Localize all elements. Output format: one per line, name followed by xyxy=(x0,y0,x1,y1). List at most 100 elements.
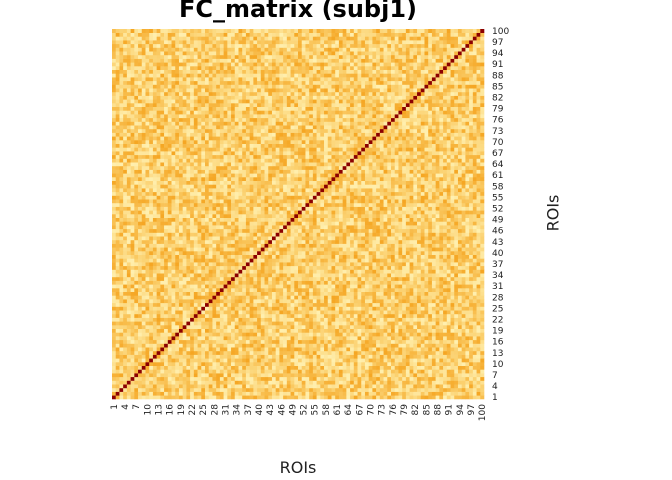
heatmap-cell xyxy=(316,373,321,378)
heatmap-cell xyxy=(372,317,377,322)
heatmap-cell xyxy=(223,276,228,281)
heatmap-cell xyxy=(160,225,165,230)
heatmap-cell xyxy=(253,325,258,329)
heatmap-cell xyxy=(472,280,477,285)
heatmap-cell xyxy=(149,339,154,344)
heatmap-cell xyxy=(257,291,262,296)
heatmap-cell xyxy=(149,336,154,341)
heatmap-cell xyxy=(301,276,306,281)
heatmap-cell xyxy=(234,217,239,222)
heatmap-cell xyxy=(145,321,150,326)
heatmap-cell xyxy=(417,295,422,300)
heatmap-cell xyxy=(260,325,265,329)
heatmap-cell xyxy=(260,288,265,292)
heatmap-cell xyxy=(420,362,425,366)
heatmap-cell xyxy=(234,332,239,337)
heatmap-cell xyxy=(275,273,280,278)
heatmap-cell xyxy=(435,347,440,352)
heatmap-cell xyxy=(324,221,329,226)
heatmap-cell xyxy=(275,317,280,322)
heatmap-cell xyxy=(357,239,362,244)
heatmap-cell xyxy=(175,339,180,344)
heatmap-cell xyxy=(279,358,284,363)
heatmap-cell xyxy=(238,239,243,244)
heatmap-cell xyxy=(227,225,232,230)
heatmap-cell xyxy=(219,391,224,396)
heatmap-cell xyxy=(413,225,418,230)
heatmap-cell xyxy=(402,347,407,352)
heatmap-cell xyxy=(368,254,373,259)
heatmap-cell xyxy=(298,336,303,341)
heatmap-cell xyxy=(119,221,124,226)
heatmap-cell xyxy=(435,343,440,348)
heatmap-cell xyxy=(457,232,462,237)
heatmap-cell xyxy=(472,247,477,252)
heatmap-cell xyxy=(275,343,280,348)
heatmap-cell xyxy=(372,251,377,255)
heatmap-cell xyxy=(134,243,139,248)
heatmap-cell xyxy=(394,328,399,333)
heatmap-cell xyxy=(327,391,332,396)
heatmap-cell xyxy=(350,384,355,389)
heatmap-cell xyxy=(335,225,340,230)
heatmap-cell xyxy=(350,299,355,304)
heatmap-cell xyxy=(405,291,410,296)
heatmap-cell xyxy=(309,328,314,333)
heatmap-cell xyxy=(171,358,176,363)
heatmap-cell xyxy=(212,236,217,241)
heatmap-cell xyxy=(420,384,425,389)
heatmap-cell xyxy=(379,387,384,392)
heatmap-cell xyxy=(223,239,228,244)
heatmap-cell xyxy=(350,317,355,322)
heatmap-cell xyxy=(443,302,448,307)
heatmap-cell xyxy=(469,380,474,385)
heatmap-cell xyxy=(275,276,280,281)
heatmap-cell xyxy=(469,265,474,270)
heatmap-cell xyxy=(123,325,128,329)
heatmap-cell xyxy=(439,232,444,237)
heatmap-cell xyxy=(234,247,239,252)
heatmap-cell xyxy=(130,221,135,226)
heatmap-cell xyxy=(316,350,321,355)
heatmap-cell xyxy=(149,291,154,296)
heatmap-cell xyxy=(242,288,247,292)
heatmap-cell xyxy=(405,380,410,385)
heatmap-cell xyxy=(435,265,440,270)
heatmap-cell xyxy=(417,262,422,267)
heatmap-cell xyxy=(461,321,466,326)
heatmap-cell xyxy=(409,243,414,248)
heatmap-cell xyxy=(439,239,444,244)
heatmap-cell xyxy=(298,373,303,378)
heatmap-cell xyxy=(190,239,195,244)
heatmap-cell xyxy=(431,269,436,274)
heatmap-cell xyxy=(361,221,366,226)
heatmap-cell xyxy=(253,236,258,241)
heatmap-cell xyxy=(275,251,280,255)
heatmap-cell xyxy=(353,343,358,348)
heatmap-cell xyxy=(208,310,213,315)
heatmap-cell xyxy=(115,384,120,389)
heatmap-cell xyxy=(238,310,243,315)
heatmap-cell xyxy=(149,269,154,274)
heatmap-cell xyxy=(134,299,139,304)
heatmap-cell xyxy=(428,232,433,237)
heatmap-cell xyxy=(175,328,180,333)
heatmap-cell xyxy=(372,295,377,300)
heatmap-cell xyxy=(394,321,399,326)
heatmap-cell xyxy=(443,299,448,304)
heatmap-cell xyxy=(160,365,165,370)
heatmap-cell xyxy=(379,302,384,307)
heatmap-cell xyxy=(268,291,273,296)
heatmap-cell xyxy=(428,325,433,329)
heatmap-cell xyxy=(171,228,176,233)
heatmap-cell xyxy=(402,284,407,289)
heatmap-cell xyxy=(312,365,317,370)
heatmap-cell xyxy=(316,302,321,307)
heatmap-cell xyxy=(298,313,303,318)
heatmap-cell xyxy=(138,269,143,274)
heatmap-cell xyxy=(223,362,228,366)
heatmap-cell xyxy=(242,369,247,374)
heatmap-cell xyxy=(301,269,306,274)
heatmap-cell xyxy=(316,273,321,278)
heatmap-cell xyxy=(275,362,280,366)
